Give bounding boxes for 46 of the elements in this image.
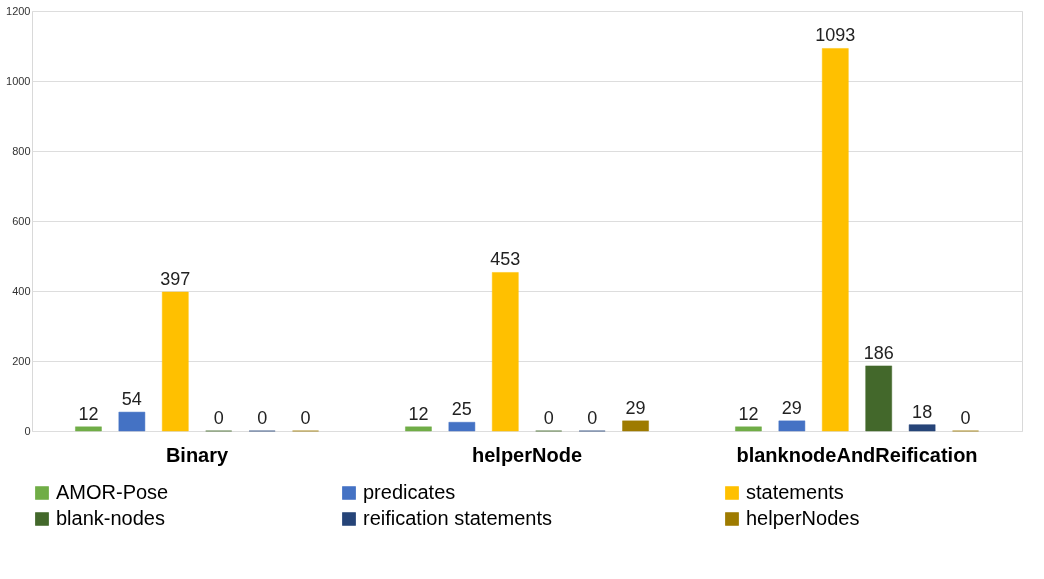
data-label: 453 <box>490 249 521 270</box>
data-label: 12 <box>408 403 429 424</box>
x-tick-label: blanknodeAndReification <box>736 443 978 466</box>
legend-label: reification statements <box>363 507 552 529</box>
y-tick-label: 0 <box>24 424 31 437</box>
x-tick-label: Binary <box>165 443 229 466</box>
data-label: 0 <box>213 408 224 428</box>
bar <box>448 422 476 432</box>
y-tick-label: 200 <box>12 354 31 367</box>
legend-label: predicates <box>363 481 456 503</box>
data-label: 186 <box>863 342 894 363</box>
bar <box>865 365 892 432</box>
data-label: 29 <box>625 397 646 418</box>
bar <box>908 424 936 432</box>
data-label: 54 <box>121 389 142 410</box>
y-tick-label: 600 <box>12 214 31 227</box>
y-tick-label: 800 <box>12 144 31 157</box>
legend-label: statements <box>746 481 844 503</box>
y-tick-label: 1000 <box>6 74 31 87</box>
data-label: 0 <box>587 408 598 428</box>
bar <box>75 426 102 432</box>
data-label: 25 <box>451 399 472 420</box>
data-label: 0 <box>257 408 268 428</box>
data-label: 397 <box>160 269 191 290</box>
bar <box>622 420 649 432</box>
legend-label: blank-nodes <box>56 507 165 529</box>
legend-label: AMOR-Pose <box>56 481 169 503</box>
bar <box>118 411 146 432</box>
data-label: 0 <box>960 408 971 428</box>
x-tick-label: helperNode <box>471 443 583 466</box>
data-label: 0 <box>300 408 311 428</box>
data-label: 12 <box>78 403 99 424</box>
data-label: 0 <box>543 408 554 428</box>
y-tick-label: 400 <box>12 284 31 297</box>
bar <box>778 420 806 432</box>
y-tick-label: 1200 <box>6 4 31 17</box>
data-label: 1093 <box>815 25 856 46</box>
bar <box>405 426 432 432</box>
bar <box>822 48 849 432</box>
data-label: 12 <box>738 403 759 424</box>
bar <box>735 426 762 432</box>
bar <box>492 272 519 432</box>
data-label: 29 <box>781 397 802 418</box>
legend-label: helperNodes <box>746 507 860 529</box>
data-label: 18 <box>912 401 933 422</box>
bar <box>162 291 189 432</box>
